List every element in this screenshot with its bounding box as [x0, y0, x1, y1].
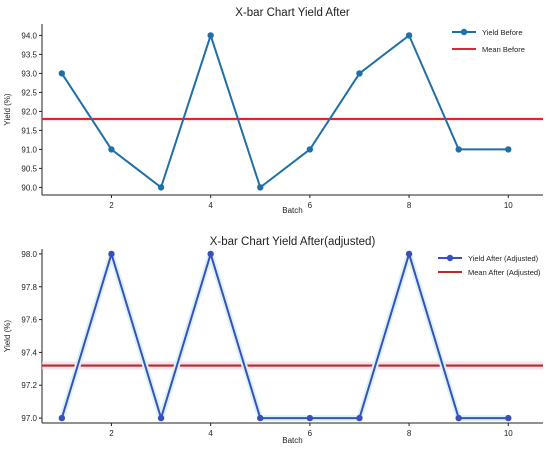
data-point [455, 146, 462, 153]
data-point [207, 250, 214, 258]
chart-panel-1: X-bar Chart Yield After 90.0 90.5 91.0 91.5 9… [3, 7, 543, 215]
y-tick-label: 90.0 [21, 183, 37, 192]
legend-series-label: Yield Before [482, 28, 523, 37]
series-line-glow [58, 250, 509, 422]
y-tick-label: 97.8 [21, 283, 37, 292]
data-point [306, 146, 314, 153]
y-tick-label: 97.0 [21, 414, 37, 423]
legend-mean-label: Mean After (Adjusted) [468, 268, 541, 277]
y-tick-label: 90.5 [21, 164, 37, 173]
data-point [207, 32, 214, 39]
data-point [356, 414, 363, 422]
y-tick-label: 94.0 [21, 31, 37, 40]
y-tick-label: 91.5 [21, 126, 37, 135]
y-axis-label: Yield (%) [3, 93, 12, 125]
x-tick-label: 2 [109, 201, 114, 210]
x-tick-label: 2 [109, 429, 114, 438]
chart-title: X-bar Chart Yield After(adjusted) [210, 236, 376, 248]
series-line [61, 32, 509, 190]
data-point [405, 250, 413, 258]
x-tick-label: 6 [308, 429, 313, 438]
data-point [108, 146, 115, 153]
x-tick-label: 10 [504, 201, 513, 210]
y-tick-label: 92.5 [21, 88, 37, 97]
y-tick-label: 93.5 [21, 50, 37, 59]
x-tick-label: 6 [308, 201, 313, 210]
y-tick-label: 93.0 [21, 69, 37, 78]
data-point [157, 414, 165, 422]
x-tick-label: 4 [208, 429, 213, 438]
y-tick-label: 97.6 [21, 316, 37, 325]
y-axis-label: Yield (%) [3, 320, 12, 352]
data-point [405, 32, 413, 39]
chart-title: X-bar Chart Yield After [235, 7, 350, 19]
x-tick-label: 4 [208, 201, 213, 210]
data-point [257, 414, 264, 422]
data-point [157, 184, 165, 191]
x-axis-label: Batch [282, 436, 302, 445]
data-point [356, 70, 363, 77]
y-tick-label: 97.2 [21, 381, 37, 390]
y-tick-label: 92.0 [21, 107, 37, 116]
x-axis-label: Batch [282, 206, 302, 215]
data-point [257, 184, 264, 191]
x-tick-label: 10 [504, 429, 513, 438]
legend-series-marker [446, 254, 454, 262]
legend-series-marker [460, 28, 468, 36]
data-point [505, 146, 512, 153]
legend-series-label: Yield After (Adjusted) [468, 254, 539, 263]
series-line [60, 250, 509, 422]
data-point [58, 414, 66, 422]
chart-panel-2: X-bar Chart Yield After(adjusted) 97.0 97.… [3, 236, 543, 445]
legend-mean-label: Mean Before [482, 45, 525, 54]
data-point [455, 414, 462, 422]
data-point [505, 414, 512, 422]
data-point [108, 250, 115, 258]
y-tick-label: 98.0 [21, 250, 37, 259]
x-tick-label: 8 [407, 201, 412, 210]
y-tick-label: 91.0 [21, 145, 37, 154]
data-point [58, 70, 66, 77]
x-tick-label: 8 [407, 429, 412, 438]
data-point [306, 414, 314, 422]
y-tick-label: 97.4 [21, 348, 37, 357]
